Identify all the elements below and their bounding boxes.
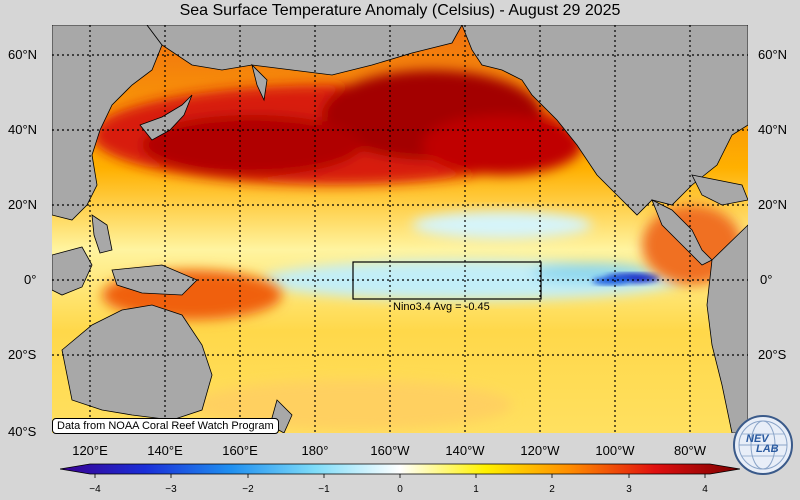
map-title: Sea Surface Temperature Anomaly (Celsius…: [179, 2, 621, 19]
colorbar-tick-label: 3: [626, 484, 632, 495]
colorbar-tick-label: 2: [549, 484, 555, 495]
colorbar-gradient: [60, 463, 740, 475]
lon-label: 80°W: [674, 443, 706, 458]
new-guinea-land: [111, 264, 198, 296]
land-masses: [52, 25, 748, 433]
lat-label-left: 20°N: [8, 197, 38, 212]
lat-label-left: 20°S: [8, 347, 37, 362]
lat-label-left: 60°N: [8, 47, 38, 62]
philippines-land: [91, 214, 113, 254]
map-gridlines: [52, 25, 748, 433]
south-america-land: [706, 224, 748, 433]
kamchatka-land: [251, 63, 268, 102]
nino34-label: Nino3.4 Avg = -0.45: [393, 301, 490, 313]
lon-label: 100°W: [595, 443, 635, 458]
nino34-box: [352, 261, 542, 300]
lon-label: 140°W: [445, 443, 485, 458]
logo-text-nev: NEV: [746, 433, 770, 445]
colorbar-tick-label: 4: [702, 484, 708, 495]
siberia-land: [146, 25, 463, 76]
colorbar-ticks: [94, 474, 706, 478]
lat-label-left: 40°N: [8, 122, 38, 137]
colorbar-tick-label: 0: [397, 484, 403, 495]
lon-label: 180°: [301, 443, 329, 458]
north-america-land: [461, 25, 748, 216]
indonesia-land: [52, 246, 93, 296]
colorbar-tick-label: −3: [165, 484, 177, 495]
colorbar-tick-label: −1: [318, 484, 330, 495]
lon-label: 140°E: [147, 443, 183, 458]
lon-label: 160°E: [222, 443, 258, 458]
colorbar-tick-label: −4: [89, 484, 101, 495]
data-credit-label: Data from NOAA Coral Reef Watch Program: [52, 418, 279, 434]
nevlab-logo: NEV LAB: [733, 415, 793, 475]
caribbean-land: [691, 174, 748, 206]
sst-anomaly-map: [52, 25, 748, 433]
lon-label: 160°W: [370, 443, 410, 458]
colorbar: [60, 463, 740, 478]
lat-label-right: 60°N: [758, 47, 788, 62]
colorbar-tick-label: −2: [242, 484, 254, 495]
australia-land: [61, 304, 213, 421]
lon-label: 120°E: [72, 443, 108, 458]
lat-label-left: 40°S: [8, 424, 37, 439]
logo-text-lab: LAB: [756, 443, 779, 455]
lat-label-left: 0°: [24, 272, 37, 287]
lat-label-right: 40°N: [758, 122, 788, 137]
lat-label-right: 0°: [760, 272, 773, 287]
lat-label-right: 20°S: [758, 347, 787, 362]
lon-label: 120°W: [520, 443, 560, 458]
lat-label-right: 20°N: [758, 197, 788, 212]
colorbar-tick-label: 1: [473, 484, 479, 495]
